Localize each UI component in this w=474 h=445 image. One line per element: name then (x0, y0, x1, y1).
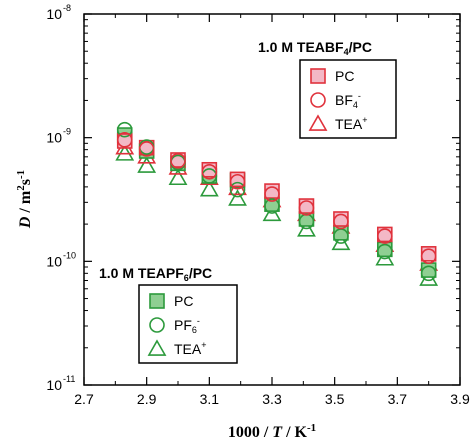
data-point (298, 200, 315, 216)
legend-marker-triangle (308, 114, 328, 131)
x-tick-label: 3.3 (262, 391, 282, 407)
axis-ticks (83, 13, 461, 386)
x-tick-label: 3.7 (388, 391, 408, 407)
y-axis-sup1: 2 (15, 185, 27, 191)
data-point (116, 121, 133, 138)
data-point (376, 228, 393, 244)
data-point (229, 173, 246, 190)
legend-label: PF6- (174, 316, 200, 335)
data-point (420, 248, 437, 265)
data-point (201, 168, 218, 184)
legend-marker-circle (149, 317, 165, 333)
data-point (168, 168, 188, 186)
legend-label: TEA+ (335, 115, 368, 132)
data-point (420, 265, 437, 282)
x-axis-unit-sup: -1 (307, 422, 316, 434)
data-point (199, 179, 219, 197)
x-axis-var: T (272, 424, 283, 441)
x-tick-label: 3.9 (450, 391, 470, 407)
legend-teabf4-title: 1.0 M TEABF4/PC (258, 39, 372, 57)
data-point (333, 213, 349, 230)
y-axis-sup2: -1 (15, 170, 27, 179)
data-point (201, 163, 218, 180)
y-axis-var: D (17, 216, 34, 229)
legend-label: PC (335, 68, 354, 84)
x-axis-title: 1000 / T / K-1 (228, 422, 316, 441)
legend-label: BF4- (335, 91, 361, 110)
x-axis-unit: / K (282, 424, 307, 441)
legend-teapf6-title: 1.0 M TEAPF6/PC (99, 265, 212, 283)
x-tick-label: 3.1 (200, 391, 220, 407)
y-tick-label: 10 (46, 377, 62, 393)
y-tick-exponent: -11 (63, 374, 75, 384)
data-point (170, 153, 186, 169)
series-teabf4-circle (116, 132, 437, 265)
data-point (229, 181, 246, 198)
x-tick-label: 2.7 (74, 391, 94, 407)
data-points (115, 121, 439, 286)
y-axis-title: D / m2s-1 (15, 170, 34, 229)
data-point (228, 189, 247, 206)
y-tick-exponent: -10 (63, 250, 76, 260)
data-point (264, 198, 280, 214)
legend-marker-circle (310, 92, 326, 108)
x-tick-label: 2.9 (137, 391, 157, 407)
y-tick-label: 10 (46, 253, 62, 269)
legend-teabf4-entries: PC BF4- TEA+ (308, 68, 368, 132)
legend-teapf6-entries: PC PF6- TEA+ (147, 293, 207, 357)
data-point (138, 141, 155, 157)
data-point (115, 144, 135, 161)
legend-teabf4: 1.0 M TEABF4/PC PC BF4- TEA+ (258, 39, 397, 139)
data-point (264, 183, 280, 199)
legend-label: PC (174, 293, 193, 309)
data-point (297, 220, 316, 237)
data-point (116, 132, 133, 148)
x-tick-label: 3.5 (325, 391, 345, 407)
legend-marker-square (310, 68, 326, 84)
y-axis-unit: / m (17, 190, 34, 216)
data-point (376, 243, 393, 260)
legend-marker-square (149, 293, 165, 309)
data-point (262, 204, 282, 222)
y-tick-exponent: -9 (63, 127, 71, 137)
data-point (264, 186, 280, 202)
legend-teapf6: 1.0 M TEAPF6/PC PC PF6- TEA+ (99, 265, 238, 364)
y-tick-label: 10 (46, 130, 62, 146)
x-axis-prefix: 1000 / (228, 424, 272, 441)
y-tick-exponent: -8 (63, 3, 71, 13)
series-teapf6-square (116, 127, 437, 278)
data-point (137, 156, 157, 173)
data-point (419, 269, 439, 286)
legend-marker-triangle (147, 339, 167, 356)
y-tick-label: 10 (46, 6, 62, 22)
legend-label: TEA+ (174, 340, 207, 357)
data-point (420, 262, 437, 278)
y-axis-unit2: s (17, 179, 34, 185)
